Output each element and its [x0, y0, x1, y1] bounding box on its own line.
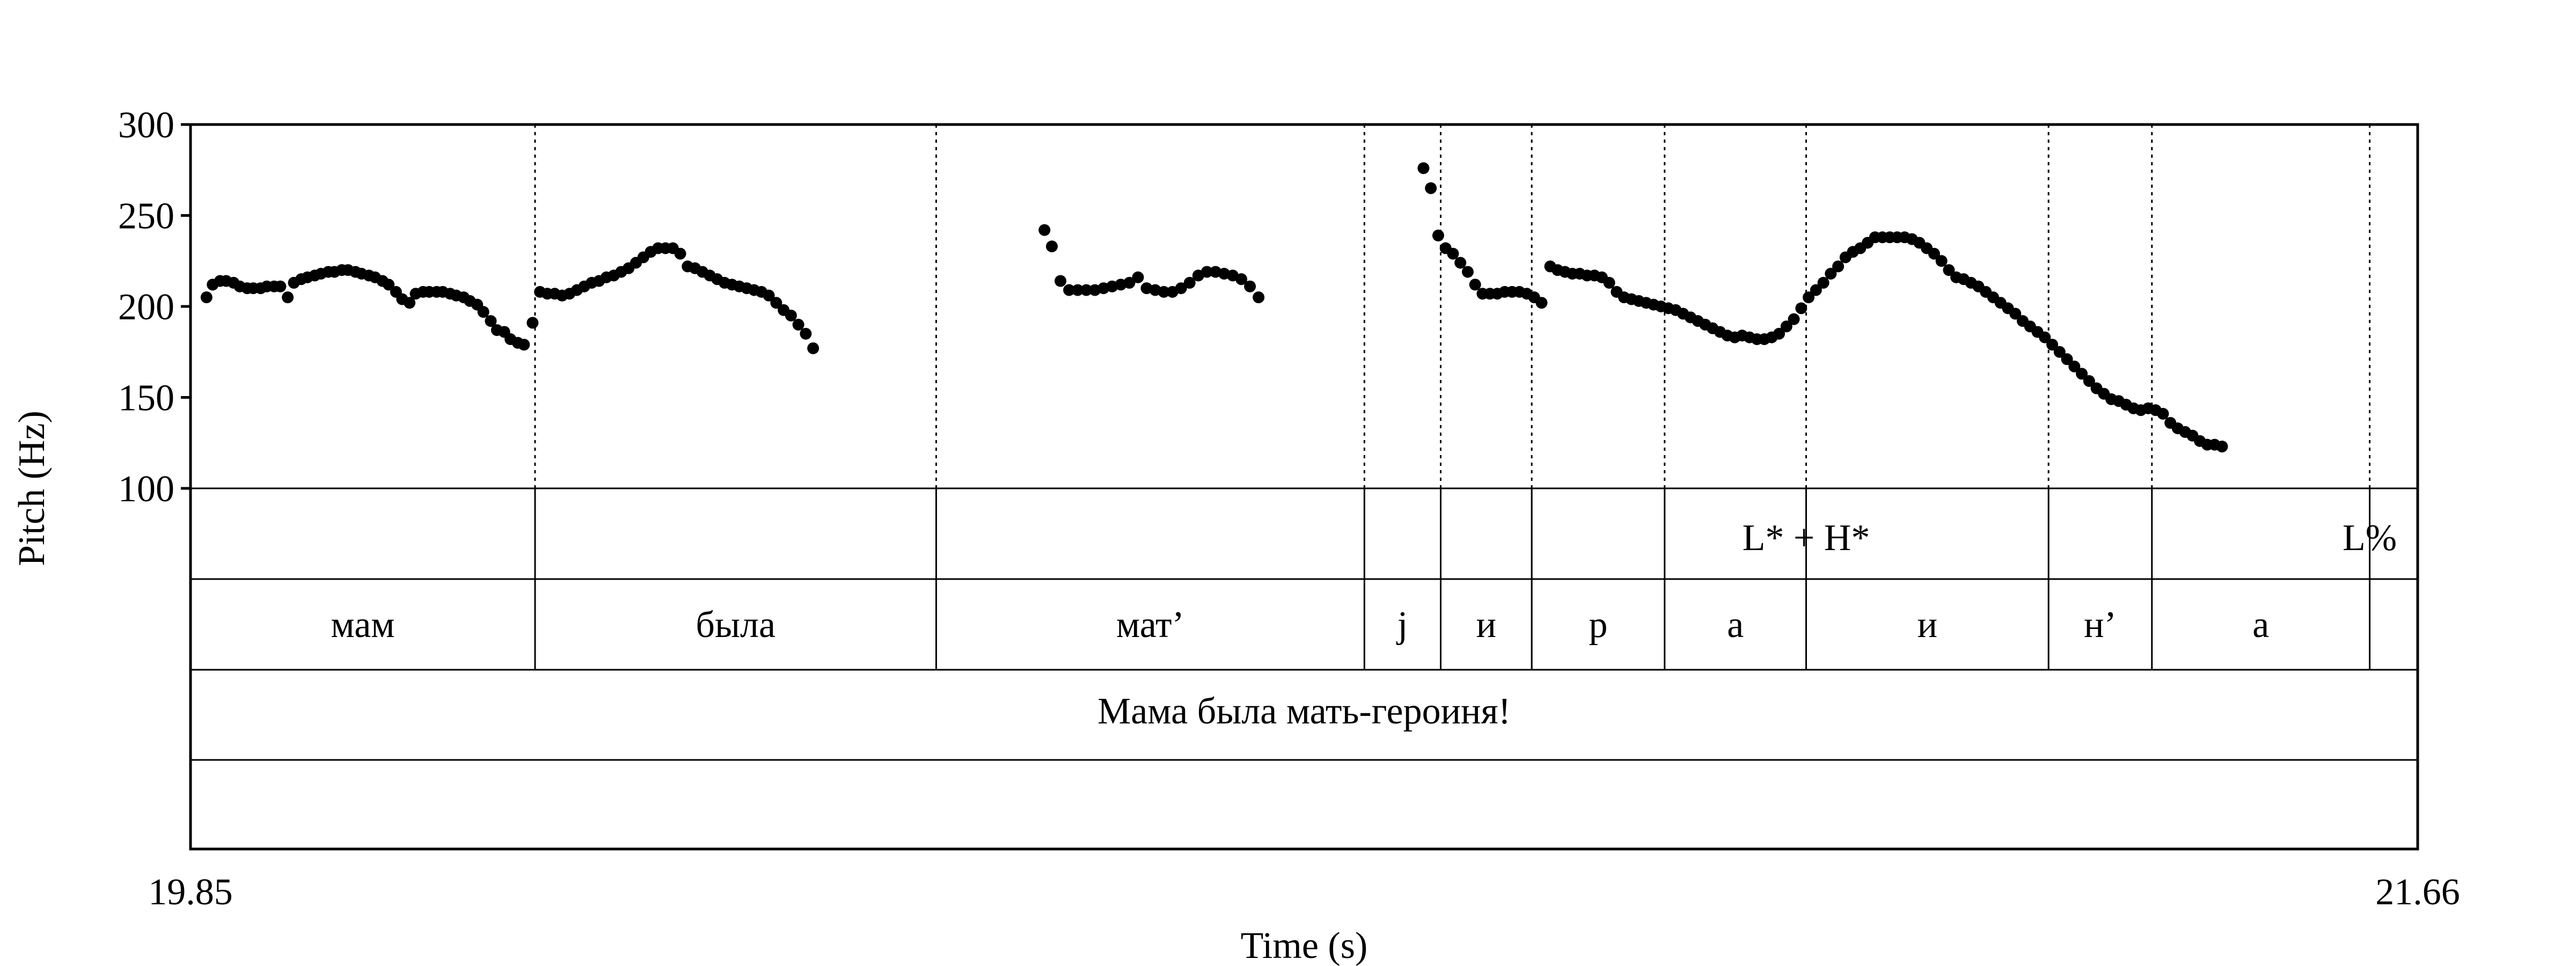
y-axis-ticks: 100 150 200 250 300 — [118, 105, 191, 510]
pitch-point — [2083, 375, 2095, 387]
pitch-point — [1080, 284, 1093, 296]
pitch-point — [1417, 162, 1430, 174]
pitch-point — [2053, 346, 2066, 358]
pitch-point — [1447, 247, 1459, 260]
pitch-point — [1788, 313, 1800, 325]
pitch-point — [2009, 308, 2022, 320]
y-tick-label: 250 — [118, 196, 174, 237]
pitch-point — [1425, 182, 1437, 194]
tone-label: L% — [2343, 517, 2397, 559]
segment-label: мам — [331, 604, 394, 646]
pitch-point — [1943, 264, 1955, 276]
pitch-point — [1469, 279, 1481, 291]
pitch-point — [274, 280, 287, 292]
pitch-point — [1183, 276, 1196, 289]
pitch-point — [800, 327, 812, 340]
pitch-point — [1810, 284, 1822, 296]
pitch-point — [1253, 291, 1265, 304]
pitch-point — [763, 289, 775, 302]
pitch-point — [2039, 331, 2051, 343]
y-tick-label: 200 — [118, 287, 174, 328]
pitch-point — [1603, 276, 1615, 289]
pitch-point — [1063, 284, 1075, 296]
pitch-point — [1773, 327, 1785, 340]
pitch-point — [1935, 255, 1948, 267]
sentence-label: Мама была мать-героиня! — [1097, 691, 1511, 732]
tier-boundaries — [534, 488, 2371, 670]
pitch-point — [1780, 320, 1792, 333]
pitch-points — [200, 162, 2228, 453]
y-tick-label: 150 — [118, 378, 174, 419]
x-tick-start: 19.85 — [148, 872, 233, 913]
pitch-point — [2068, 360, 2081, 372]
pitch-point — [1432, 229, 1444, 241]
y-tick-label: 100 — [118, 469, 174, 510]
segment-label: и — [1476, 604, 1496, 646]
segment-label: р — [1589, 604, 1607, 646]
pitch-point — [282, 291, 294, 304]
pitch-point — [792, 318, 804, 331]
segment-label: н’ — [2084, 604, 2117, 646]
pitch-point — [1832, 260, 1845, 273]
pitch-point — [200, 291, 213, 304]
pitch-point — [807, 342, 819, 354]
pitch-point — [1803, 291, 1815, 304]
chart-frame — [189, 123, 2419, 851]
segment-label: j — [1396, 604, 1408, 646]
pitch-point — [1235, 273, 1248, 286]
pitch-point — [1045, 240, 1058, 253]
pitch-point — [785, 309, 797, 321]
pitch-point — [477, 306, 489, 318]
pitch-point — [2061, 353, 2073, 365]
pitch-point — [1244, 280, 1256, 292]
pitch-point — [770, 297, 782, 309]
segment-label: мат’ — [1116, 604, 1184, 646]
y-axis-label: Pitch (Hz) — [11, 411, 53, 566]
pitch-point — [674, 247, 686, 260]
segment-label: и — [1918, 604, 1937, 646]
segment-label: а — [1727, 604, 1744, 646]
segment-label: а — [2252, 604, 2269, 646]
pitch-point — [1461, 266, 1474, 278]
pitch-point — [526, 317, 539, 329]
pitch-point — [1535, 297, 1548, 309]
pitch-point — [383, 279, 395, 291]
pitch-point — [1158, 286, 1170, 298]
pitch-point — [1055, 275, 1067, 287]
tone-label: L* + H* — [1743, 517, 1870, 559]
pitch-point — [1201, 266, 1213, 278]
pitch-point — [2076, 368, 2088, 380]
x-tick-end: 21.66 — [2375, 872, 2460, 913]
pitch-point — [1454, 257, 1467, 269]
x-axis-label: Time (s) — [1241, 925, 1368, 966]
pitch-point — [2216, 441, 2228, 453]
sentence-tier-labels: Мама была мать-героиня! — [1097, 691, 1511, 732]
pitch-point — [1175, 282, 1187, 295]
pitch-point — [1123, 276, 1136, 289]
pitch-point — [1072, 284, 1084, 296]
pitch-point — [1795, 302, 1807, 314]
segment-label: была — [696, 604, 775, 646]
pitch-point — [1038, 224, 1051, 236]
pitch-point — [1132, 271, 1144, 283]
y-tick-label: 300 — [118, 105, 174, 146]
pitch-boundaries — [534, 125, 2371, 488]
pitch-point — [485, 315, 497, 327]
pitch-point — [1825, 267, 1837, 280]
pitch-point — [404, 297, 416, 309]
pitch-point — [518, 339, 530, 351]
tone-tier-labels: L* + H* L% — [1743, 517, 2397, 559]
pitch-point — [1928, 247, 1940, 260]
pitch-point — [2157, 408, 2169, 420]
segment-tier-labels: мам была мат’ j и р а и н’ а — [331, 604, 2269, 646]
pitch-point — [1817, 276, 1829, 289]
pitch-point — [2046, 339, 2059, 351]
